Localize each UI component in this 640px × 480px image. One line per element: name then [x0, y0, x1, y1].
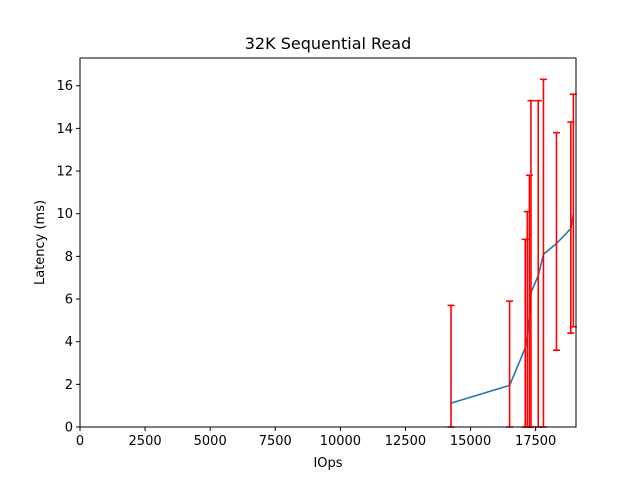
series-line — [450, 213, 575, 404]
x-tick-label: 17500 — [515, 434, 556, 449]
x-axis-label: IOps — [313, 456, 342, 471]
y-tick-label: 2 — [65, 378, 73, 393]
plot-area — [447, 78, 577, 428]
x-tick-label: 5000 — [194, 434, 227, 449]
error-bar — [552, 131, 560, 352]
y-tick-label: 8 — [65, 250, 73, 265]
y-axis-label: Latency (ms) — [33, 200, 48, 285]
plot-frame — [79, 57, 577, 428]
y-tick-label: 0 — [65, 421, 73, 436]
y-axis: 0 2 4 6 8 10 12 14 16 — [56, 79, 80, 436]
x-axis: 0 2500 5000 7500 10000 12500 15000 17500 — [76, 427, 556, 449]
y-tick-label: 16 — [56, 79, 73, 94]
x-tick-label: 10000 — [320, 434, 361, 449]
x-tick-label: 15000 — [450, 434, 491, 449]
error-bar — [527, 99, 535, 428]
x-tick-label: 0 — [76, 434, 84, 449]
y-tick-label: 10 — [56, 207, 73, 222]
x-tick-label: 2500 — [129, 434, 162, 449]
error-bar — [447, 304, 455, 428]
chart-title: 32K Sequential Read — [245, 34, 411, 53]
x-tick-label: 7500 — [259, 434, 292, 449]
y-tick-label: 4 — [65, 335, 73, 350]
y-tick-label: 14 — [56, 122, 73, 137]
error-bar — [506, 300, 514, 428]
y-tick-label: 12 — [56, 165, 73, 180]
x-tick-label: 12500 — [385, 434, 426, 449]
y-tick-label: 6 — [65, 293, 73, 308]
